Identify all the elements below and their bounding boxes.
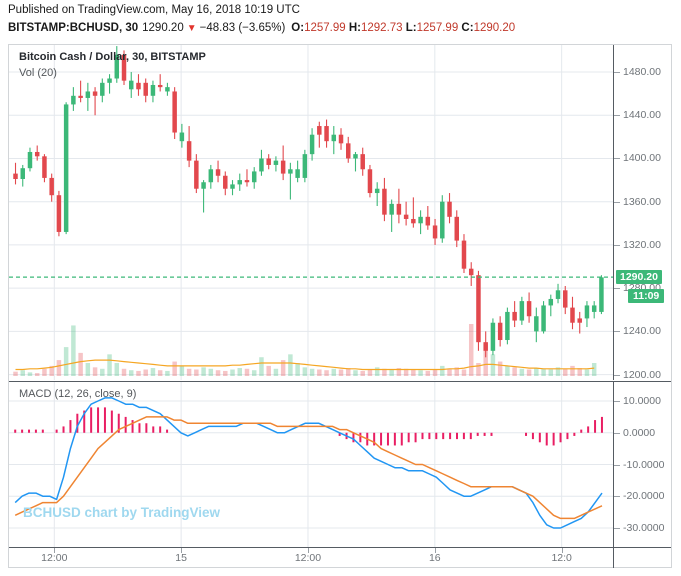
chart-watermark: BCHUSD chart by TradingView [23, 505, 221, 520]
high-label: H: [348, 22, 361, 34]
price-plot-area[interactable] [9, 45, 613, 380]
macd-axis[interactable]: 10.0000 0.0000 -10.0000 -20.0000 -30.0000 [613, 382, 673, 548]
time-axis-corner [613, 548, 673, 568]
time-axis[interactable]: 12:00 15 12:00 16 12:0 [9, 547, 671, 568]
price-axis-tick [614, 288, 620, 290]
price-axis-label: 1440.00 [623, 109, 661, 122]
open-label: O: [291, 22, 305, 34]
price-axis-label: 1320.00 [623, 238, 661, 251]
macd-axis-label: -10.0000 [623, 458, 665, 471]
macd-axis-label: -20.0000 [623, 490, 665, 503]
publish-caption: Published on TradingView.com, May 16, 20… [8, 4, 300, 16]
price-axis-label: 1240.00 [623, 325, 661, 338]
current-time-tag[interactable]: 11:09 [628, 289, 665, 304]
macd-lines-svg [9, 382, 613, 547]
series-title: Bitcoin Cash / Dollar, 30, BITSTAMP [19, 51, 206, 63]
close-label: C: [461, 22, 474, 34]
price-axis-tick [614, 374, 620, 376]
price-axis-label: 1360.00 [623, 195, 661, 208]
price-axis-label: 1200.00 [623, 368, 661, 381]
time-axis-label: 16 [428, 552, 441, 564]
macd-axis-label: 0.0000 [623, 426, 656, 439]
low-label: L: [405, 22, 417, 34]
macd-axis-tick [614, 432, 620, 434]
price-pane[interactable]: 1480.001440.001400.001360.001320.001280.… [9, 45, 673, 381]
macd-indicator-label[interactable]: MACD (12, 26, close, 9) [19, 388, 137, 400]
symbol-label[interactable]: BITSTAMP:BCHUSD, 30 [8, 22, 139, 34]
macd-axis-tick [614, 464, 620, 466]
time-axis-label: 12:00 [294, 552, 322, 564]
price-axis-tick [614, 201, 620, 203]
low-value: 1257.99 [416, 22, 459, 34]
macd-axis-tick [614, 401, 620, 403]
time-axis-tick [561, 548, 563, 553]
chart-panes: 1480.001440.001400.001360.001320.001280.… [9, 45, 673, 568]
macd-pane[interactable]: 10.0000 0.0000 -10.0000 -20.0000 -30.0000 MA… [9, 381, 671, 548]
quote-line: BITSTAMP:BCHUSD, 30 1290.20 ▼ −48.83 (−3.65… [8, 22, 515, 34]
open-value: 1257.99 [304, 22, 346, 34]
time-axis-tick [54, 548, 56, 553]
close-value: 1290.20 [473, 22, 516, 34]
price-change: −48.83 (−3.65%) [199, 22, 286, 34]
high-value: 1292.73 [361, 22, 403, 34]
volume-indicator-label[interactable]: Vol (20) [19, 67, 57, 79]
price-axis[interactable]: 1480.001440.001400.001360.001320.001280.… [613, 45, 673, 381]
time-axis-labels: 12:00 15 12:00 16 12:0 [9, 548, 613, 568]
macd-axis-tick [614, 527, 620, 529]
price-axis-tick [614, 72, 620, 74]
time-axis-tick [434, 548, 436, 553]
macd-axis-label: -30.0000 [623, 521, 665, 534]
price-axis-tick [614, 244, 620, 246]
price-axis-label: 1480.00 [623, 66, 661, 79]
current-price-tag[interactable]: 1290.20 [616, 270, 662, 285]
price-candles-svg [9, 45, 613, 380]
time-axis-label: 12:0 [551, 552, 572, 564]
price-axis-tick [614, 331, 620, 333]
time-axis-tick [307, 548, 309, 553]
chart-frame[interactable]: 1480.001440.001400.001360.001320.001280.… [8, 44, 672, 568]
price-axis-tick [614, 158, 620, 160]
macd-plot-area[interactable] [9, 382, 613, 548]
last-price: 1290.20 [142, 22, 184, 34]
macd-axis-label: 10.0000 [623, 395, 661, 408]
time-axis-label: 12:00 [41, 552, 68, 564]
price-axis-label: 1400.00 [623, 152, 661, 165]
time-axis-tick [181, 548, 183, 553]
macd-axis-tick [614, 496, 620, 498]
price-axis-tick [614, 115, 620, 117]
down-arrow-icon: ▼ [186, 23, 197, 34]
time-axis-label: 15 [175, 552, 187, 564]
